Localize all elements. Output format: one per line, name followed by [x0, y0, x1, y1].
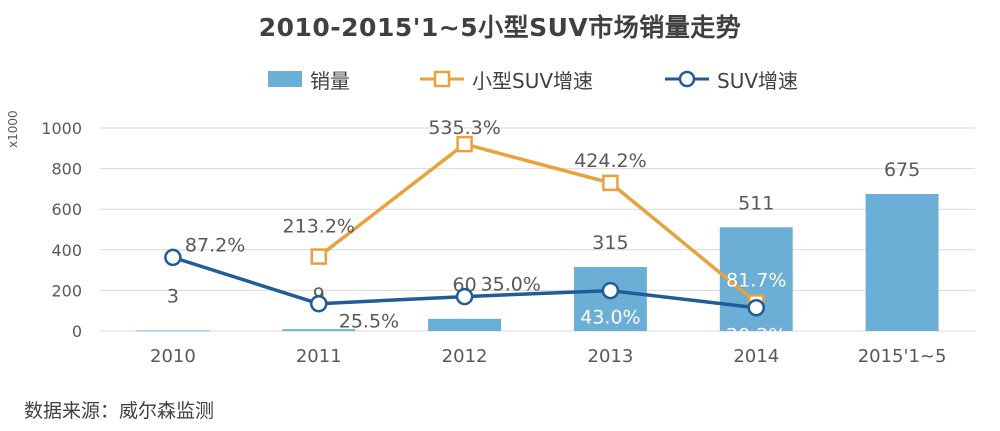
line-value-label: 424.2% [574, 150, 646, 172]
line-marker [310, 248, 327, 265]
legend-item-small-suv: 小型SUV增速 [420, 64, 593, 94]
chart-title: 2010-2015'1~5小型SUV市场销量走势 [258, 13, 742, 42]
line-value-label: 535.3% [428, 117, 500, 139]
line-value-label: 20.2% [726, 325, 786, 347]
bar [865, 193, 939, 331]
line-marker [747, 298, 765, 317]
x-tick-label: 2011 [296, 346, 342, 367]
bar-value-label: 3 [167, 285, 179, 307]
line-marker [601, 281, 620, 300]
series-line [317, 142, 758, 304]
legend-label-suv: SUV增速 [717, 68, 799, 93]
y-tick-label: 600 [51, 200, 82, 219]
bar [282, 329, 356, 331]
legend-item-sales: 销量 [268, 64, 350, 94]
x-tick-label: 2013 [588, 346, 634, 367]
y-tick-label: 200 [51, 281, 82, 300]
line-marker [456, 135, 473, 153]
source-note: 数据来源：威尔森监测 [24, 400, 215, 422]
line-value-label: 35.0% [481, 274, 541, 296]
x-tick-label: 2015'1~5 [858, 346, 947, 367]
line-value-label: 25.5% [339, 311, 399, 333]
line-marker [310, 294, 328, 313]
line-marker [602, 174, 619, 192]
x-tick-label: 2014 [733, 346, 779, 367]
bar [428, 318, 502, 331]
legend: 销量 小型SUV增速 SUV增速 [0, 64, 1000, 94]
y-tick-label: 400 [51, 241, 82, 260]
bar [136, 330, 210, 332]
legend-label-sales: 销量 [310, 68, 350, 93]
line-value-label: 87.2% [185, 234, 245, 256]
line-value-label: 213.2% [283, 216, 355, 238]
line-marker [164, 248, 182, 267]
line-value-label: 43.0% [580, 307, 640, 329]
line-value-label: 81.7% [726, 269, 786, 291]
legend-swatch-suv [665, 70, 709, 88]
y-tick-label: 800 [51, 160, 82, 179]
legend-swatch-bar [268, 71, 302, 87]
bar-value-label: 315 [592, 232, 628, 254]
legend-swatch-small-suv [420, 70, 464, 88]
legend-item-suv: SUV增速 [665, 64, 798, 94]
bar-value-label: 511 [738, 192, 774, 214]
x-tick-label: 2012 [442, 346, 488, 367]
x-tick-label: 2010 [150, 346, 196, 367]
line-marker [455, 287, 474, 306]
y-tick-label: 1000 [41, 119, 82, 138]
bar-value-label: 675 [884, 159, 920, 181]
y-tick-label: 0 [72, 322, 82, 341]
legend-label-small-suv: 小型SUV增速 [472, 68, 594, 93]
